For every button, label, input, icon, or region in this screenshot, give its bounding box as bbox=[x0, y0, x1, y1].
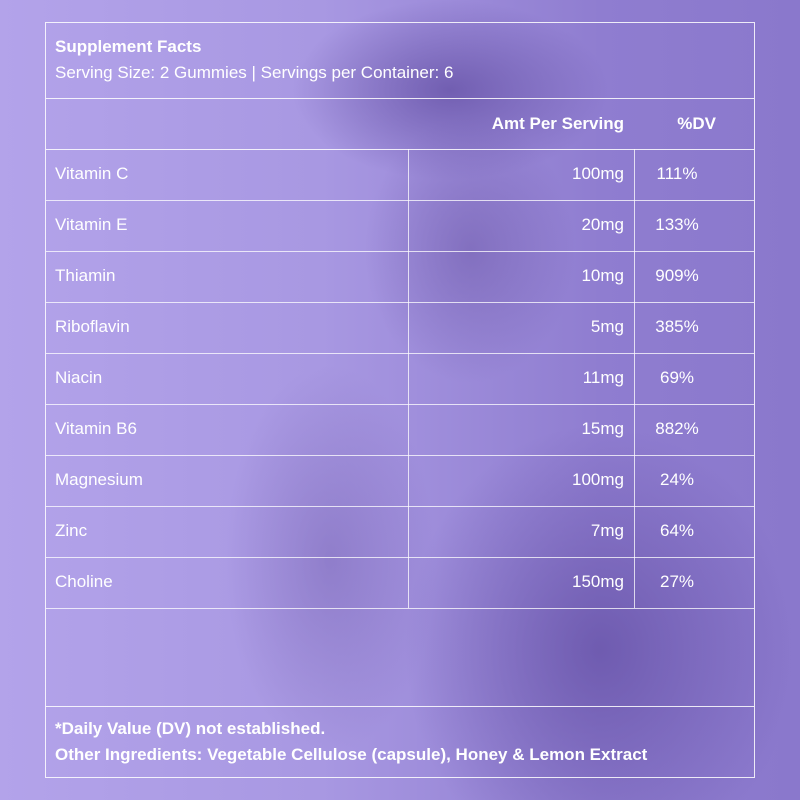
table-row: Riboflavin 5mg 385% bbox=[46, 302, 754, 354]
nutrient-dv: 24% bbox=[659, 470, 695, 489]
nutrient-name: Magnesium bbox=[55, 470, 143, 489]
nutrient-name: Choline bbox=[55, 572, 113, 591]
table-row: Vitamin C 100mg 111% bbox=[46, 149, 754, 201]
table-row: Zinc 7mg 64% bbox=[46, 506, 754, 558]
nutrient-amount: 150mg bbox=[572, 572, 624, 591]
table-row: Vitamin E 20mg 133% bbox=[46, 200, 754, 252]
nutrient-name: Vitamin E bbox=[55, 215, 128, 234]
table-row: Choline 150mg 27% bbox=[46, 557, 754, 609]
nutrient-amount: 10mg bbox=[581, 266, 624, 285]
table-row: Niacin 11mg 69% bbox=[46, 353, 754, 405]
table-row: Thiamin 10mg 909% bbox=[46, 251, 754, 303]
nutrient-dv: 69% bbox=[659, 368, 695, 387]
nutrient-dv: 64% bbox=[659, 521, 695, 540]
supplement-facts-panel: Supplement Facts Serving Size: 2 Gummies… bbox=[45, 22, 755, 778]
nutrient-dv: 27% bbox=[659, 572, 695, 591]
nutrient-dv: 909% bbox=[655, 266, 699, 285]
column-header-dv: %DV bbox=[677, 114, 716, 133]
serving-info: Serving Size: 2 Gummies | Servings per C… bbox=[55, 63, 454, 82]
nutrient-dv: 882% bbox=[655, 419, 699, 438]
nutrient-amount: 20mg bbox=[581, 215, 624, 234]
nutrient-amount: 11mg bbox=[582, 368, 624, 387]
nutrient-dv: 111% bbox=[656, 164, 698, 183]
column-header-row: Amt Per Serving %DV bbox=[46, 98, 754, 150]
facts-header: Supplement Facts Serving Size: 2 Gummies… bbox=[46, 23, 754, 99]
nutrient-amount: 100mg bbox=[572, 470, 624, 489]
table-row: Magnesium 100mg 24% bbox=[46, 455, 754, 507]
nutrient-amount: 15mg bbox=[581, 419, 624, 438]
other-ingredients: Other Ingredients: Vegetable Cellulose (… bbox=[55, 745, 648, 764]
nutrient-amount: 7mg bbox=[590, 521, 624, 540]
nutrient-name: Vitamin B6 bbox=[55, 419, 137, 438]
facts-footer: *Daily Value (DV) not established. Other… bbox=[46, 706, 754, 780]
nutrient-amount: 100mg bbox=[572, 164, 624, 183]
facts-title: Supplement Facts bbox=[55, 37, 202, 56]
nutrient-dv: 385% bbox=[655, 317, 699, 336]
column-header-amount: Amt Per Serving bbox=[491, 114, 624, 133]
nutrient-name: Vitamin C bbox=[55, 164, 129, 183]
nutrient-name: Niacin bbox=[55, 368, 103, 387]
nutrient-dv: 133% bbox=[655, 215, 699, 234]
nutrient-name: Riboflavin bbox=[55, 317, 130, 336]
nutrient-amount: 5mg bbox=[590, 317, 624, 336]
dv-note: *Daily Value (DV) not established. bbox=[55, 719, 326, 738]
nutrient-name: Zinc bbox=[55, 521, 88, 540]
table-row: Vitamin B6 15mg 882% bbox=[46, 404, 754, 456]
column-divider bbox=[408, 149, 409, 608]
column-divider bbox=[634, 149, 635, 608]
nutrient-name: Thiamin bbox=[55, 266, 116, 285]
